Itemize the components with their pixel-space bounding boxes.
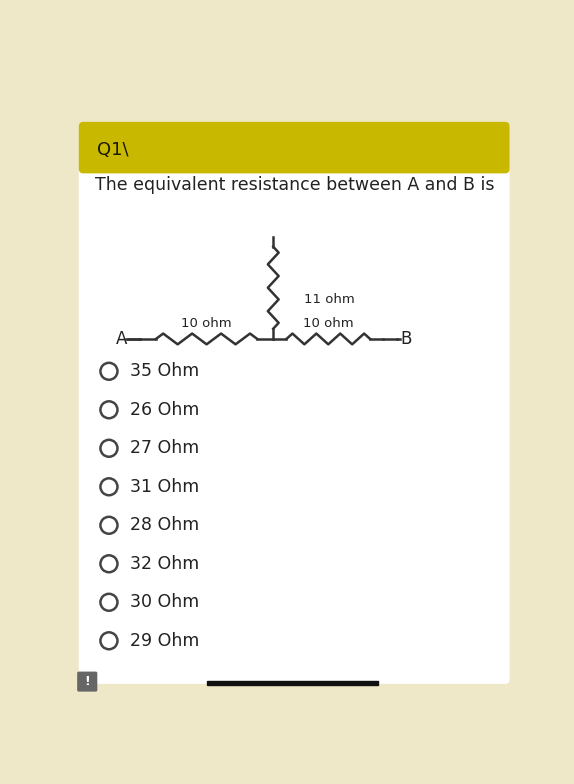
Bar: [207, 681, 378, 684]
Text: 11 ohm: 11 ohm: [304, 292, 355, 306]
Text: B: B: [401, 330, 412, 348]
Text: 31 Ohm: 31 Ohm: [130, 477, 199, 495]
Text: 32 Ohm: 32 Ohm: [130, 555, 199, 573]
Bar: [83, 152, 505, 169]
Text: 27 Ohm: 27 Ohm: [130, 439, 199, 457]
Text: 30 Ohm: 30 Ohm: [130, 593, 199, 612]
Text: 10 ohm: 10 ohm: [303, 317, 354, 330]
Text: 10 ohm: 10 ohm: [181, 317, 232, 330]
Text: A: A: [116, 330, 127, 348]
Text: 28 Ohm: 28 Ohm: [130, 517, 199, 534]
Text: 35 Ohm: 35 Ohm: [130, 362, 199, 380]
FancyBboxPatch shape: [77, 672, 98, 691]
FancyBboxPatch shape: [79, 122, 510, 173]
Text: !: !: [84, 675, 90, 688]
Text: 29 Ohm: 29 Ohm: [130, 632, 199, 650]
FancyBboxPatch shape: [79, 122, 510, 684]
Text: Q1\: Q1\: [96, 140, 128, 158]
Text: 26 Ohm: 26 Ohm: [130, 401, 199, 419]
Text: The equivalent resistance between A and B is: The equivalent resistance between A and …: [95, 176, 494, 194]
